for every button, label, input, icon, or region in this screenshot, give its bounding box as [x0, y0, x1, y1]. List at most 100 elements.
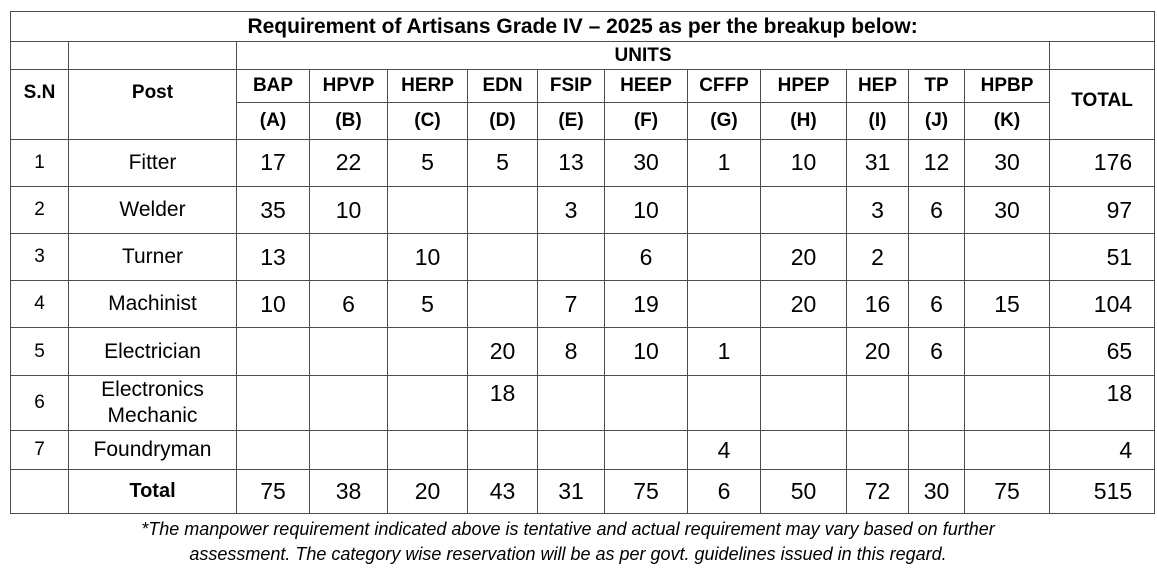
row-total: 4: [1048, 430, 1156, 470]
row-sn: 2: [10, 185, 69, 235]
row-value: [760, 430, 847, 470]
totals-row: Total 75 38 20 43 31 75 6 50 72 30 75 515: [10, 468, 1156, 515]
row-value: [387, 374, 468, 432]
row-value: [846, 374, 909, 432]
row-value: [687, 233, 761, 282]
row-value: [604, 430, 688, 470]
totals-value: 38: [309, 468, 388, 515]
row-value: 4: [687, 430, 761, 470]
unit-header-code: (C): [387, 102, 468, 140]
row-value: [908, 233, 965, 282]
row-value: 16: [846, 280, 909, 329]
grand-total: 515: [1048, 468, 1156, 515]
unit-header-name: EDN: [467, 68, 538, 104]
row-value: 10: [236, 280, 310, 329]
footnote-line-2: assessment. The category wise reservatio…: [189, 544, 947, 564]
total-header-top: [1048, 41, 1156, 70]
totals-value: 75: [236, 468, 310, 515]
row-value: [604, 374, 688, 432]
row-value: [964, 327, 1050, 376]
unit-header-name: HPBP: [964, 68, 1050, 104]
unit-header-code: (A): [236, 102, 310, 140]
row-value: 1: [687, 327, 761, 376]
unit-header-code: (H): [760, 102, 847, 140]
row-value: 20: [760, 280, 847, 329]
row-post: Electrician: [68, 327, 237, 376]
unit-header-code: (G): [687, 102, 761, 140]
totals-label: Total: [68, 468, 237, 515]
row-value: [467, 280, 538, 329]
row-value: [387, 185, 468, 235]
row-value: 20: [760, 233, 847, 282]
unit-header-code: (I): [846, 102, 909, 140]
row-post: Welder: [68, 185, 237, 235]
totals-sn-empty: [10, 468, 69, 515]
row-sn: 5: [10, 327, 69, 376]
row-value: 20: [467, 327, 538, 376]
row-post: Fitter: [68, 138, 237, 187]
row-value: [309, 327, 388, 376]
row-value: [760, 374, 847, 432]
row-post-line: Electronics: [101, 377, 204, 401]
row-value: 6: [908, 280, 965, 329]
row-total: 176: [1048, 138, 1156, 187]
unit-header-name: HEEP: [604, 68, 688, 104]
totals-value: 43: [467, 468, 538, 515]
row-sn: 4: [10, 280, 69, 329]
unit-header-name: HPEP: [760, 68, 847, 104]
row-post: Machinist: [68, 280, 237, 329]
row-value: 6: [604, 233, 688, 282]
row-value: [387, 327, 468, 376]
row-value: 10: [604, 185, 688, 235]
row-value: [687, 185, 761, 235]
row-total: 51: [1048, 233, 1156, 282]
row-value: 6: [908, 327, 965, 376]
footnote: *The manpower requirement indicated abov…: [0, 517, 1136, 567]
row-value: 5: [387, 138, 468, 187]
row-value: 15: [964, 280, 1050, 329]
row-value: 13: [236, 233, 310, 282]
row-post-line: Mechanic: [107, 403, 198, 427]
unit-header-name: TP: [908, 68, 965, 104]
row-value: [537, 233, 605, 282]
totals-value: 31: [537, 468, 605, 515]
row-value: 19: [604, 280, 688, 329]
post-header: Post: [68, 68, 237, 140]
row-total: 18: [1048, 374, 1156, 432]
units-row: UNITS: [10, 41, 1156, 70]
sn-header: S.N: [10, 68, 69, 140]
row-value: [537, 374, 605, 432]
row-value: [467, 430, 538, 470]
unit-header-name: CFFP: [687, 68, 761, 104]
unit-header-code: (K): [964, 102, 1050, 140]
row-value: [964, 233, 1050, 282]
unit-codes-row: (A) (B) (C) (D) (E) (F) (G) (H) (I) (J) (K): [11, 102, 1155, 140]
row-value: 20: [846, 327, 909, 376]
row-value: 2: [846, 233, 909, 282]
unit-names-row: S.N Post BAP HPVP HERP EDN FSIP HEEP CFFP HPEP H…: [10, 68, 1156, 140]
row-value: [467, 233, 538, 282]
totals-value: 30: [908, 468, 965, 515]
row-value: [309, 233, 388, 282]
table-row: 2 Welder 35 10 3 10 3 6 30 97: [10, 185, 1156, 235]
row-value: 13: [537, 138, 605, 187]
row-value: [537, 430, 605, 470]
row-value: 10: [760, 138, 847, 187]
table-row: 4 Machinist 10 6 5 7 19 20 16 6 15 104: [10, 280, 1156, 329]
table-row: 3 Turner 13 10 6 20 2 51: [10, 233, 1156, 282]
row-sn: 6: [10, 374, 69, 432]
row-value: 6: [309, 280, 388, 329]
unit-header-name: HERP: [387, 68, 468, 104]
unit-header-name: FSIP: [537, 68, 605, 104]
totals-value: 6: [687, 468, 761, 515]
unit-header-code: (E): [537, 102, 605, 140]
row-value: [964, 374, 1050, 432]
row-value: 10: [604, 327, 688, 376]
row-value: [760, 327, 847, 376]
row-value: 5: [467, 138, 538, 187]
row-value: [387, 430, 468, 470]
row-value: 6: [908, 185, 965, 235]
total-header: TOTAL: [1048, 68, 1156, 140]
row-value: 5: [387, 280, 468, 329]
row-value: [309, 430, 388, 470]
